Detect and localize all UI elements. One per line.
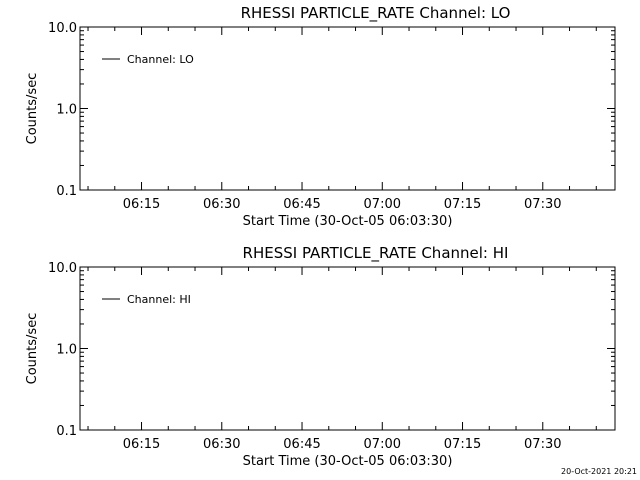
panel-hi: RHESSI PARTICLE_RATE Channel: HI 0.1 1.0 10… — [25, 244, 616, 469]
x-tick-label: 07:15 — [444, 197, 481, 212]
legend-label: Channel: HI — [127, 293, 191, 306]
y-axis-label: Counts/sec — [25, 73, 40, 145]
legend-label: Channel: LO — [127, 53, 194, 66]
x-tick-label: 07:30 — [524, 197, 561, 212]
chart-title: RHESSI PARTICLE_RATE Channel: LO — [241, 4, 511, 23]
y-tick-label: 0.1 — [56, 184, 77, 199]
creation-timestamp: 20-Oct-2021 20:21 — [561, 467, 637, 476]
y-tick-label: 0.1 — [56, 424, 77, 439]
y-tick-label: 10.0 — [48, 261, 77, 276]
x-tick-label: 07:00 — [364, 197, 401, 212]
x-tick-label: 07:00 — [364, 437, 401, 452]
y-axis-label: Counts/sec — [25, 313, 40, 385]
plot-frame — [79, 266, 616, 431]
x-tick-label: 06:30 — [203, 437, 240, 452]
y-tick-label: 10.0 — [48, 21, 77, 36]
y-tick-label: 1.0 — [56, 103, 77, 118]
plot-frame — [79, 26, 616, 191]
x-tick-label: 06:45 — [283, 437, 320, 452]
x-axis-label: Start Time (30-Oct-05 06:03:30) — [243, 214, 453, 229]
y-tick-label: 1.0 — [56, 343, 77, 358]
x-axis-label: Start Time (30-Oct-05 06:03:30) — [243, 454, 453, 469]
x-tick-label: 06:45 — [283, 197, 320, 212]
x-tick-label: 07:30 — [524, 437, 561, 452]
x-tick-label: 06:30 — [203, 197, 240, 212]
x-tick-label: 06:15 — [123, 437, 160, 452]
x-tick-label: 06:15 — [123, 197, 160, 212]
x-tick-label: 07:15 — [444, 437, 481, 452]
panel-lo: RHESSI PARTICLE_RATE Channel: LO 0.1 1.0 10… — [25, 4, 616, 229]
chart-title: RHESSI PARTICLE_RATE Channel: HI — [243, 244, 509, 263]
